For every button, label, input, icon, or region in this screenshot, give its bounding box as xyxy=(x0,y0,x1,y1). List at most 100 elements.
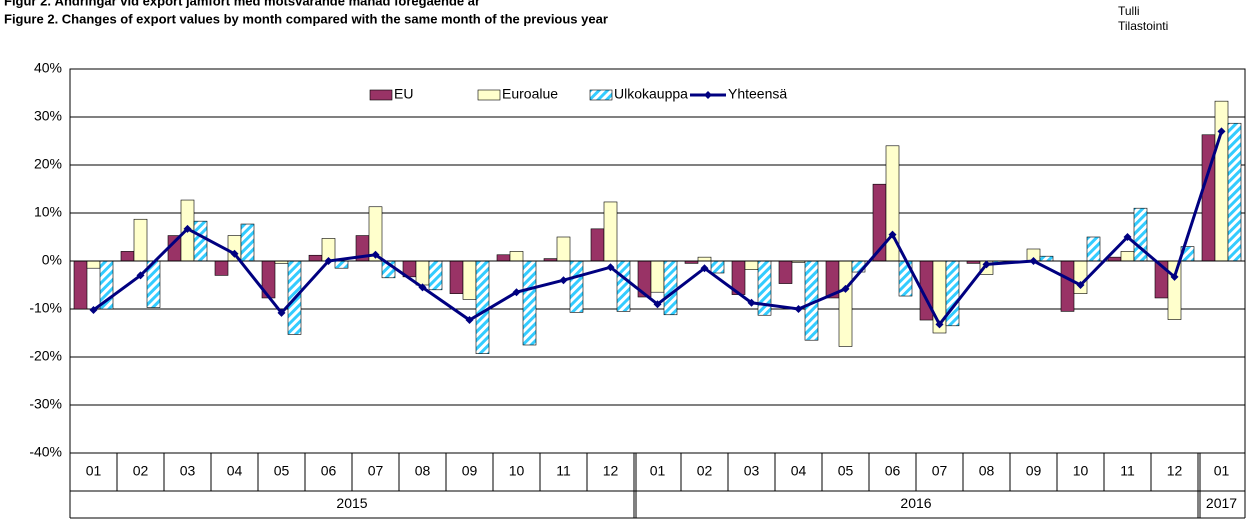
marker xyxy=(512,288,521,297)
bar xyxy=(449,260,464,294)
x-tick-label: 07 xyxy=(368,463,384,479)
bar xyxy=(1086,236,1101,262)
x-tick-label: 01 xyxy=(650,463,666,479)
bar xyxy=(710,260,725,274)
bar xyxy=(1060,260,1075,312)
x-tick-label: 03 xyxy=(744,463,760,479)
marker xyxy=(888,230,897,239)
x-tick-label: 01 xyxy=(1214,463,1230,479)
legend-swatch xyxy=(369,89,393,101)
bar xyxy=(1227,122,1242,262)
legend-label: Ulkokauppa xyxy=(614,86,688,102)
bar xyxy=(757,260,772,316)
bar xyxy=(569,260,584,313)
legend-label: Yhteensä xyxy=(728,86,787,102)
marker xyxy=(1170,272,1179,281)
marker xyxy=(1123,233,1132,241)
y-tick-label: 20% xyxy=(34,156,62,172)
x-tick-label: 06 xyxy=(885,463,901,479)
x-tick-label: 10 xyxy=(509,463,525,479)
bar xyxy=(1039,255,1054,262)
marker xyxy=(89,305,98,314)
bar xyxy=(838,260,853,347)
y-tick-label: 40% xyxy=(34,60,62,76)
bar xyxy=(193,220,208,262)
marker xyxy=(465,316,474,325)
bar xyxy=(1214,100,1229,262)
marker xyxy=(1217,127,1226,136)
bar xyxy=(308,254,323,262)
legend-label: EU xyxy=(394,86,413,102)
x-tick-label: 10 xyxy=(1073,463,1089,479)
legend-marker xyxy=(704,91,712,99)
marker xyxy=(794,305,803,313)
bar xyxy=(778,260,793,284)
bar xyxy=(1167,260,1182,320)
bar xyxy=(86,260,101,269)
marker xyxy=(136,271,145,280)
bar xyxy=(556,236,571,262)
bar xyxy=(590,228,605,262)
bar xyxy=(603,201,618,262)
bar xyxy=(744,260,759,270)
x-tick-label: 06 xyxy=(321,463,337,479)
x-tick-label: 01 xyxy=(86,463,102,479)
x-tick-label: 04 xyxy=(227,463,243,479)
marker xyxy=(371,250,380,259)
x-tick-label: 12 xyxy=(1167,463,1183,479)
y-tick-label: -30% xyxy=(29,396,62,412)
bar xyxy=(120,251,135,262)
marker xyxy=(277,308,286,317)
y-tick-label: -40% xyxy=(29,444,62,460)
bar xyxy=(415,260,430,286)
bar xyxy=(475,260,490,354)
x-tick-label: 11 xyxy=(556,463,571,479)
y-tick-label: 30% xyxy=(34,108,62,124)
marker xyxy=(747,298,756,307)
bar xyxy=(462,260,477,300)
legend-swatch xyxy=(477,89,501,101)
bar xyxy=(616,260,631,312)
x-tick-label: 12 xyxy=(603,463,619,479)
bar xyxy=(496,254,511,262)
bar xyxy=(650,260,665,293)
x-tick-label: 05 xyxy=(838,463,854,479)
marker xyxy=(700,264,709,273)
x-tick-label: 08 xyxy=(979,463,995,479)
marker xyxy=(418,283,427,292)
year-label: 2017 xyxy=(1206,495,1237,511)
bar xyxy=(945,260,960,327)
x-tick-label: 04 xyxy=(791,463,807,479)
bar xyxy=(1107,256,1122,262)
bar xyxy=(697,256,712,262)
x-tick-label: 09 xyxy=(1026,463,1042,479)
bar xyxy=(509,251,524,262)
marker xyxy=(559,276,568,285)
marker xyxy=(1076,281,1085,289)
marker xyxy=(230,249,239,258)
bar xyxy=(1120,251,1135,262)
source: Tilastointi xyxy=(1118,19,1168,33)
x-tick-label: 05 xyxy=(274,463,290,479)
legend-swatch xyxy=(589,89,613,101)
x-tick-label: 09 xyxy=(462,463,478,479)
y-tick-label: 0% xyxy=(42,252,62,268)
y-tick-label: -10% xyxy=(29,300,62,316)
y-tick-label: -20% xyxy=(29,348,62,364)
marker xyxy=(606,263,615,272)
x-tick-label: 02 xyxy=(133,463,149,479)
marker xyxy=(1029,257,1038,265)
x-tick-label: 07 xyxy=(932,463,948,479)
year-label: 2016 xyxy=(900,495,931,511)
x-tick-label: 11 xyxy=(1120,463,1135,479)
legend-label: Euroalue xyxy=(502,86,558,102)
x-tick-label: 03 xyxy=(180,463,196,479)
marker xyxy=(935,320,944,329)
marker xyxy=(653,300,662,309)
bar xyxy=(663,260,678,316)
year-label: 2015 xyxy=(336,495,367,511)
source: Tulli xyxy=(1118,4,1140,18)
marker xyxy=(982,260,991,269)
x-tick-label: 02 xyxy=(697,463,713,479)
